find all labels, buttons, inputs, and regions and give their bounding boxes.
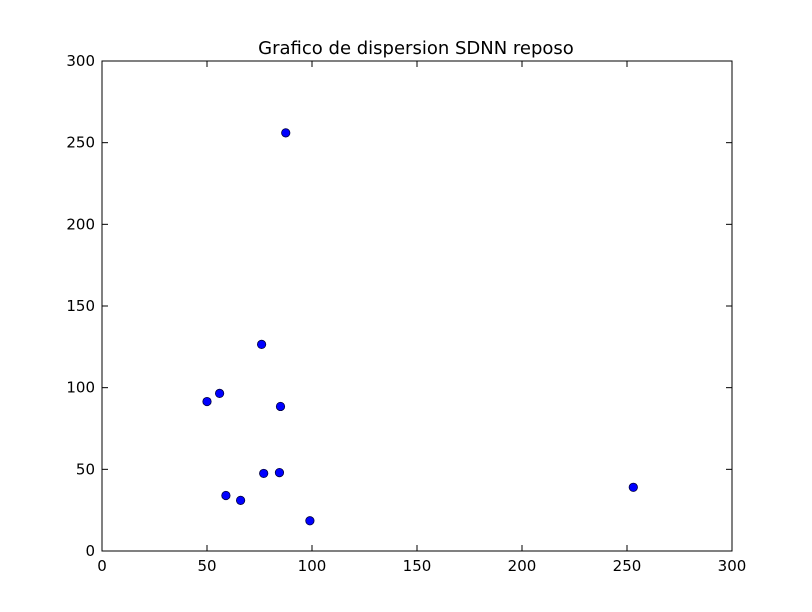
x-tick-label: 100 [298,557,327,575]
y-tick-label: 50 [76,460,95,478]
x-tick-label: 150 [403,557,432,575]
x-tick-label: 300 [718,557,747,575]
data-point [274,467,285,478]
chart-title: Grafico de dispersion SDNN reposo [258,38,574,59]
data-point [215,388,225,398]
x-tick-label: 0 [97,557,107,575]
data-point [259,468,269,479]
y-tick-label: 250 [66,134,95,152]
data-point [236,495,246,505]
data-point [256,339,267,349]
y-tick-label: 150 [66,297,95,315]
x-tick-label: 250 [613,557,642,575]
data-point [275,401,286,412]
y-tick-label: 200 [66,215,95,233]
data-points [202,128,638,526]
data-point [281,128,291,138]
data-point [202,396,212,407]
x-tick-label: 200 [508,557,537,575]
data-point [221,490,231,501]
data-point [305,516,315,526]
x-tick-label: 50 [197,557,216,575]
plot-frame [101,60,733,552]
y-tick-label: 100 [66,379,95,397]
y-tick-label: 300 [66,52,95,70]
y-tick-label: 0 [85,542,95,560]
axis-ticks: 0 50 100 150 200 250 300 0 50 100 150 200 250 300 [66,52,746,575]
data-point [628,482,638,492]
